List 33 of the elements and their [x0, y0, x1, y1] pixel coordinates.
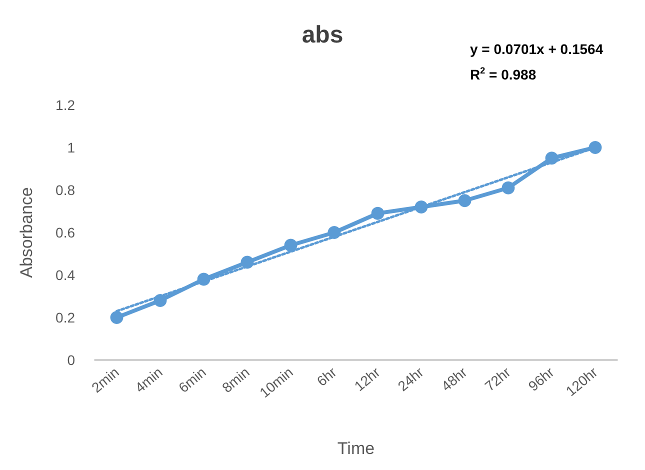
point — [154, 294, 167, 307]
y-tick-label: 0.2 — [56, 310, 76, 326]
point — [588, 141, 602, 154]
x-tick-label: 96hr — [525, 364, 558, 394]
x-tick-label: 12hr — [351, 364, 384, 394]
x-tick-label: 4min — [132, 364, 166, 396]
x-axis-title: Time — [337, 439, 375, 458]
point — [371, 206, 384, 220]
x-tick-label: 6hr — [314, 364, 340, 390]
point — [414, 200, 428, 214]
x-tick-label: 2min — [88, 364, 122, 396]
point — [502, 181, 515, 194]
point — [545, 152, 558, 165]
x-tick-label: 24hr — [394, 364, 427, 394]
x-tick-label: 8min — [218, 364, 252, 396]
y-axis-title: Absorbance — [17, 187, 36, 278]
point — [458, 194, 472, 208]
point — [328, 226, 341, 239]
x-tick-label: 72hr — [482, 364, 514, 394]
point — [110, 311, 124, 324]
y-tick-label: 1.2 — [56, 97, 76, 113]
chart-title: abs — [302, 22, 344, 48]
y-tick-label: 0.8 — [56, 182, 76, 198]
x-tick-label: 6min — [175, 364, 209, 396]
point — [197, 272, 210, 286]
point — [284, 238, 298, 252]
x-tick-label: 48hr — [438, 364, 470, 394]
text: y = 0.0701x + 0.1564 — [470, 41, 604, 57]
y-tick-label: 0 — [67, 352, 76, 368]
y-tick-label: 1 — [67, 140, 76, 156]
y-tick-label: 0.4 — [56, 267, 76, 283]
y-tick-label: 0.6 — [56, 224, 76, 240]
point — [240, 256, 254, 269]
